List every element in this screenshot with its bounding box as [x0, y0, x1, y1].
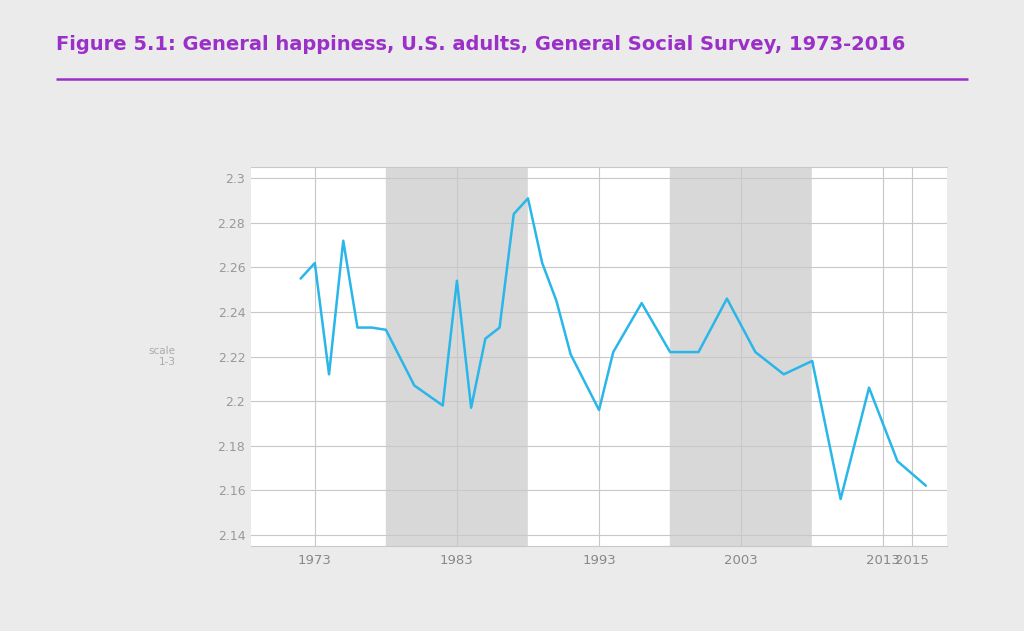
Bar: [812, 167, 947, 546]
Text: Figure 5.1: General happiness, U.S. adults, General Social Survey, 1973-2016: Figure 5.1: General happiness, U.S. adul…: [56, 35, 905, 54]
Bar: [670, 167, 812, 546]
Y-axis label: scale
1-3: scale 1-3: [148, 346, 176, 367]
Bar: [251, 167, 386, 546]
Bar: [386, 167, 528, 546]
Bar: [528, 167, 670, 546]
